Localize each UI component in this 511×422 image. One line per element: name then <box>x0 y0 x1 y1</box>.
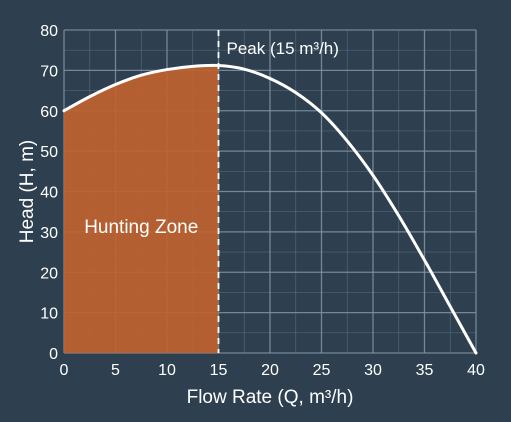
x-tick-label: 40 <box>467 362 485 379</box>
peak-annotation: Peak (15 m³/h) <box>227 39 339 58</box>
y-tick-label: 0 <box>49 346 58 363</box>
y-tick-labels: 0 10 20 30 40 50 60 70 80 <box>40 23 58 363</box>
x-tick-labels: 0 5 10 15 20 25 30 35 40 <box>60 362 485 379</box>
head-flow-curve <box>62 63 478 355</box>
performance-curve <box>62 63 478 355</box>
x-tick-label: 25 <box>313 362 331 379</box>
x-axis-label: Flow Rate (Q, m³/h) <box>187 387 354 408</box>
y-tick-label: 80 <box>40 23 58 40</box>
y-tick-label: 20 <box>40 265 58 282</box>
y-axis-label: Head (H, m) <box>17 140 38 243</box>
y-tick-label: 10 <box>40 306 58 323</box>
y-tick-label: 60 <box>40 104 58 121</box>
y-tick-label: 40 <box>40 185 58 202</box>
x-tick-label: 5 <box>111 362 120 379</box>
x-tick-label: 20 <box>261 362 279 379</box>
hunting-zone <box>64 65 219 353</box>
y-tick-label: 70 <box>40 63 58 80</box>
x-tick-label: 35 <box>416 362 434 379</box>
x-tick-label: 30 <box>364 362 382 379</box>
x-tick-label: 10 <box>158 362 176 379</box>
hunting-zone-area <box>64 65 219 353</box>
y-tick-label: 50 <box>40 144 58 161</box>
y-tick-label: 30 <box>40 225 58 242</box>
hunting-zone-label: Hunting Zone <box>84 217 198 238</box>
x-tick-label: 15 <box>210 362 228 379</box>
x-tick-label: 0 <box>60 362 69 379</box>
